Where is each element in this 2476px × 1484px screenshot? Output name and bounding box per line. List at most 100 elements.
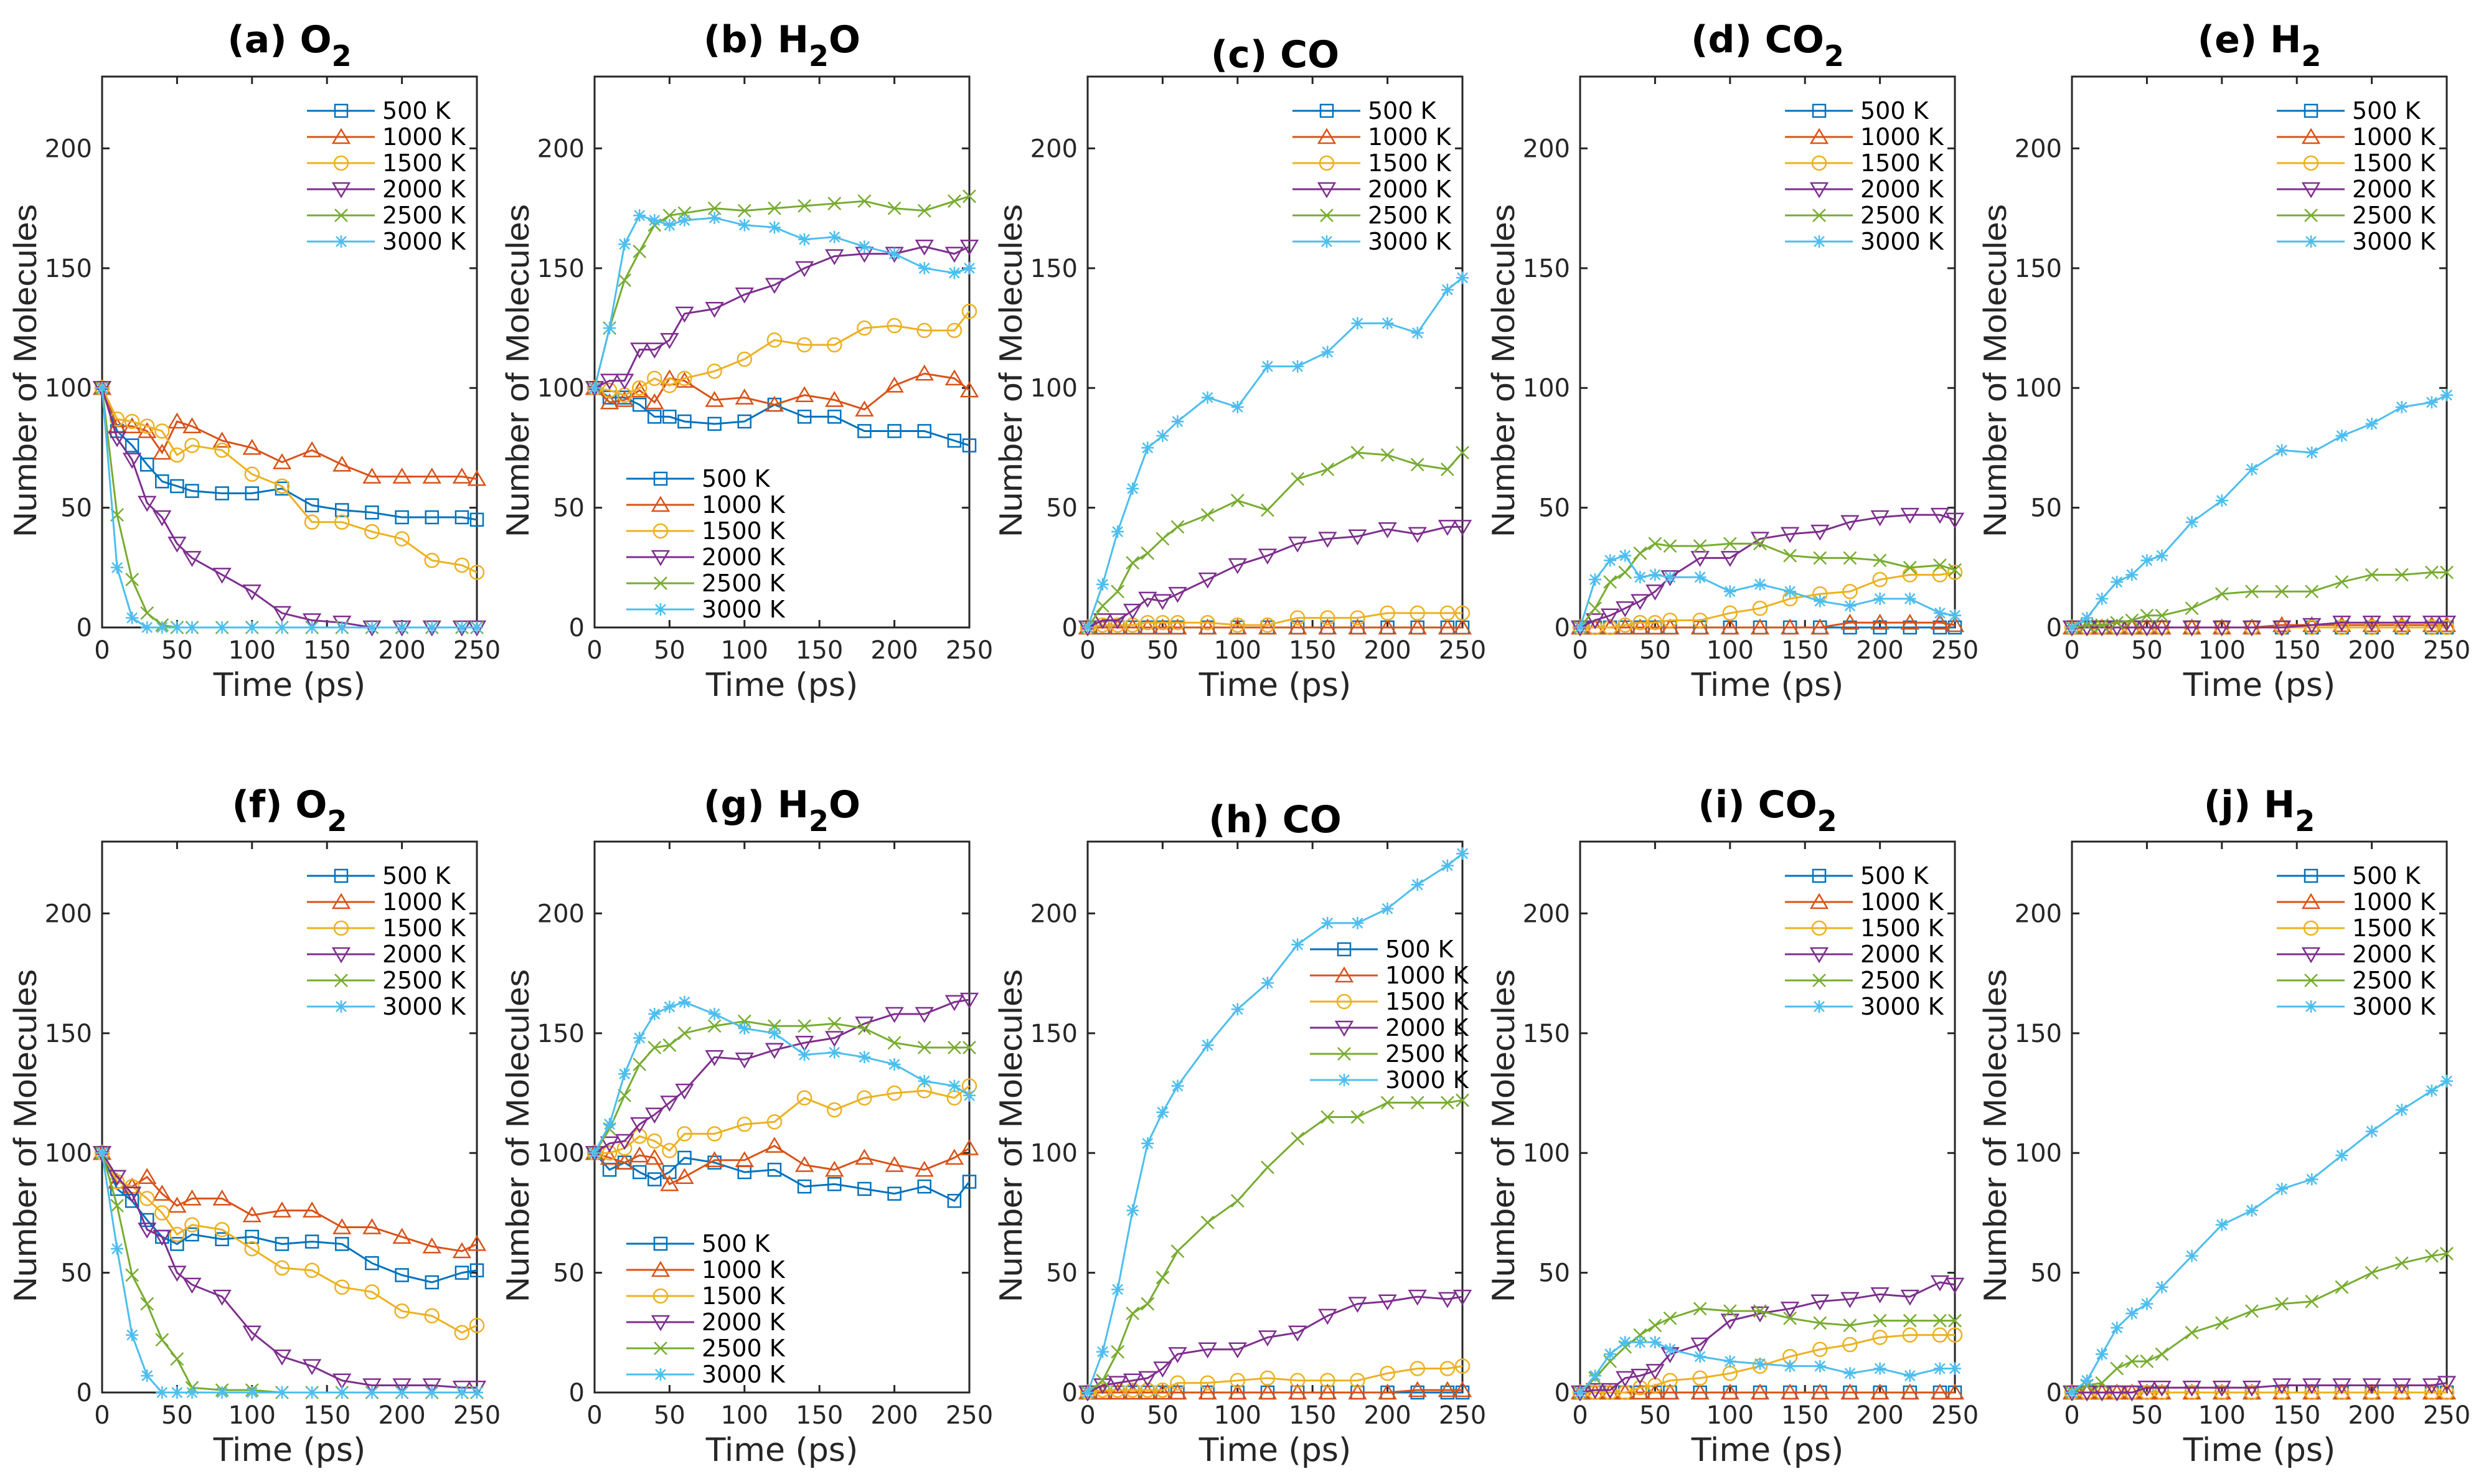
data-point-asterisk — [1111, 525, 1124, 538]
data-point-x-mark — [2155, 1347, 2169, 1361]
series-2500k — [588, 1014, 976, 1160]
legend-entry: 500 K — [626, 1230, 771, 1257]
series-2500k — [1081, 1093, 1469, 1399]
data-point-asterisk — [918, 1074, 931, 1087]
data-point-triangle-down — [675, 306, 694, 323]
legend-label: 1000 K — [1385, 962, 1469, 989]
legend-entry: 2500 K — [1785, 967, 1944, 994]
data-point-x-mark — [1170, 520, 1185, 534]
data-point-circle — [857, 320, 872, 336]
data-point-triangle-down — [1123, 603, 1142, 620]
legend-label: 2000 K — [1860, 176, 1944, 203]
data-point-circle — [1902, 1327, 1918, 1343]
data-point-circle — [139, 418, 155, 434]
data-point-square — [917, 424, 932, 438]
data-point-triangle-up — [630, 1146, 649, 1163]
data-point-asterisk — [1096, 578, 1109, 591]
legend-label: 3000 K — [382, 993, 466, 1020]
x-tick-label: 100 — [1706, 636, 1754, 665]
legend-label: 2500 K — [382, 202, 466, 229]
data-point-asterisk — [948, 266, 961, 279]
y-tick-label: 50 — [2030, 494, 2062, 523]
data-point-asterisk — [111, 1242, 124, 1256]
legend-entry: 1000 K — [307, 123, 466, 151]
legend-label: 3000 K — [1368, 228, 1452, 255]
data-point-square — [395, 1268, 409, 1282]
subplot-1: (b) H2O 0 50 100 150 200 250 0 50 100 150 200 Time (… — [500, 18, 993, 704]
data-point-asterisk — [245, 1386, 258, 1399]
data-point-asterisk — [1126, 482, 1139, 495]
data-point-x-mark — [1813, 1316, 1827, 1330]
data-point-asterisk — [1201, 1039, 1214, 1052]
legend-marker-triangle-down — [331, 947, 351, 964]
panel-title: (g) H2O — [704, 783, 860, 838]
data-point-x-mark — [1111, 585, 1125, 599]
data-point-asterisk — [858, 1051, 871, 1064]
subplot-5: (f) O2 0 50 100 150 200 250 0 50 100 150 200 Time (p… — [7, 783, 501, 1469]
data-point-circle — [169, 1226, 185, 1242]
legend-label: 1500 K — [1385, 988, 1469, 1015]
legend-label: 2000 K — [1385, 1014, 1469, 1041]
data-point-triangle-down — [1378, 1294, 1397, 1311]
data-point-asterisk — [738, 218, 751, 232]
data-point-asterisk — [633, 1031, 646, 1045]
data-point-x-mark — [1456, 1093, 1469, 1107]
data-point-triangle-down — [600, 1136, 619, 1153]
data-point-asterisk — [1664, 571, 1677, 584]
x-tick-label: 50 — [654, 636, 685, 665]
series-500k — [587, 380, 977, 453]
data-point-square — [962, 1175, 977, 1189]
legend-marker-triangle-up — [1317, 128, 1337, 144]
panel-title: (h) CO — [1208, 798, 1342, 842]
data-point-x-mark — [1933, 558, 1947, 572]
x-tick-label: 100 — [1214, 636, 1261, 665]
data-point-asterisk — [918, 261, 931, 275]
legend-marker-asterisk — [335, 235, 347, 248]
data-point-circle — [662, 1143, 677, 1158]
data-point-x-mark — [1156, 532, 1170, 546]
legend-entry: 1500 K — [2277, 149, 2436, 177]
data-point-asterisk — [1456, 271, 1469, 284]
data-point-triangle-up — [1318, 618, 1337, 635]
series-1500k — [1572, 565, 1963, 636]
data-point-asterisk — [648, 214, 661, 227]
data-point-triangle-up — [1720, 618, 1739, 635]
x-tick-label: 50 — [1147, 636, 1179, 665]
data-point-asterisk — [648, 1008, 661, 1021]
data-point-triangle-down — [1348, 529, 1367, 546]
data-point-circle — [469, 1318, 485, 1333]
data-point-triangle-down — [1840, 1292, 1860, 1308]
data-point-circle — [1289, 1373, 1306, 1389]
x-tick-label: 250 — [2423, 636, 2470, 665]
legend-marker-square — [1812, 868, 1827, 883]
data-point-asterisk — [306, 1386, 319, 1399]
data-point-circle — [677, 370, 692, 387]
data-point-asterisk — [2125, 1307, 2139, 1320]
data-point-x-mark — [1633, 546, 1647, 560]
y-tick-label: 100 — [1523, 1139, 1570, 1168]
data-point-asterisk — [2305, 1173, 2318, 1186]
x-tick-label: 200 — [378, 1401, 425, 1430]
y-tick-label: 150 — [537, 1020, 585, 1048]
y-tick-label: 0 — [1062, 614, 1078, 642]
data-point-x-mark — [662, 209, 677, 223]
legend-marker-asterisk — [1813, 235, 1825, 248]
legend-marker-square — [653, 471, 668, 486]
data-point-asterisk — [1784, 1360, 1797, 1373]
data-point-triangle-up — [1287, 618, 1307, 635]
legend-marker-triangle-up — [1809, 128, 1829, 144]
data-point-circle — [1200, 1375, 1215, 1391]
data-point-asterisk — [156, 621, 169, 634]
legend-marker-circle — [1336, 993, 1352, 1010]
data-point-triangle-up — [855, 1148, 874, 1165]
legend-entry: 1000 K — [307, 888, 466, 916]
data-point-circle — [1439, 1361, 1456, 1376]
x-axis-label: Time (ps) — [705, 1432, 858, 1469]
data-point-circle — [2334, 619, 2350, 636]
data-point-square — [797, 1179, 812, 1194]
data-point-asterisk — [186, 621, 199, 634]
data-point-triangle-up — [765, 1137, 784, 1153]
data-point-circle — [1872, 1330, 1888, 1345]
